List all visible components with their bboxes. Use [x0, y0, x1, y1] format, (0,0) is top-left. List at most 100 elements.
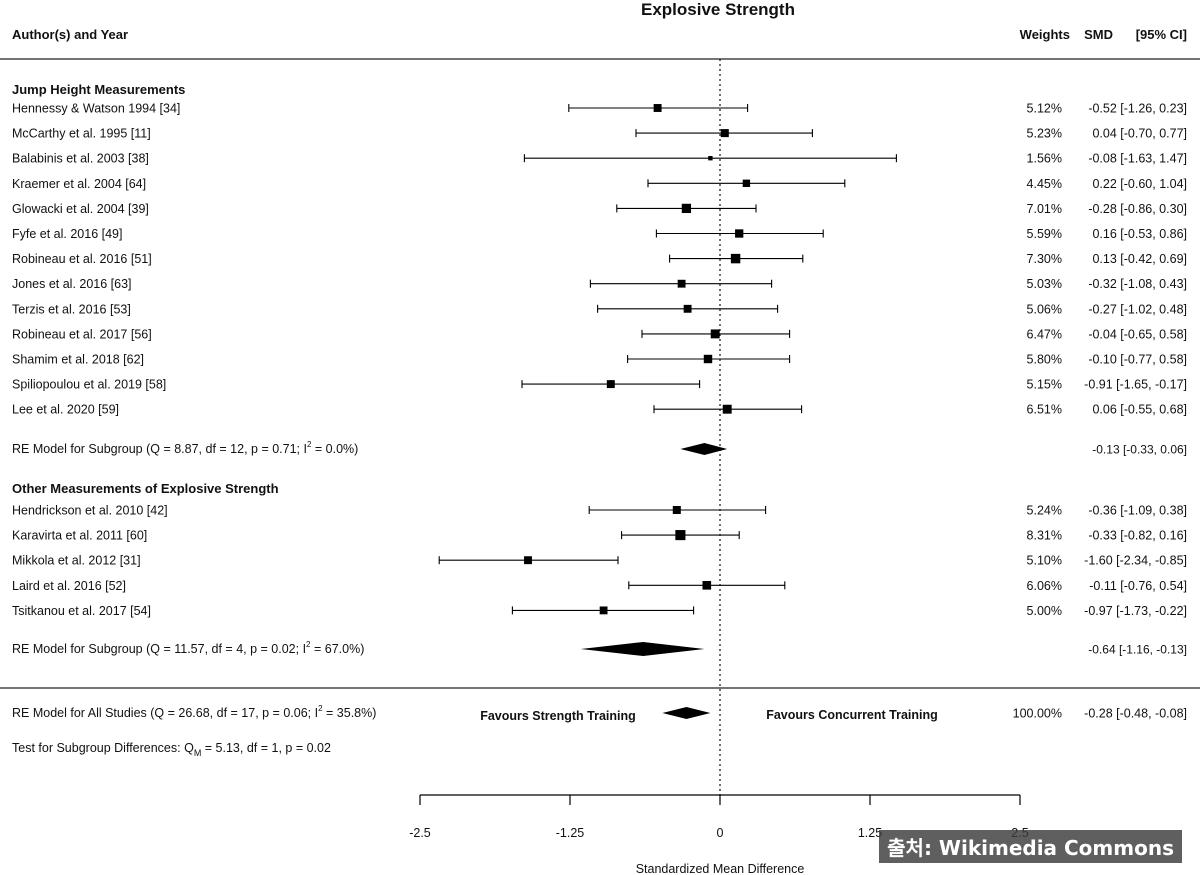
study-label: Hendrickson et al. 2010 [42]: [12, 504, 168, 518]
study-label: Robineau et al. 2017 [56]: [12, 327, 152, 341]
ci-column-header: [95% CI]: [1136, 27, 1187, 42]
study-weight: 7.01%: [1027, 202, 1062, 216]
group-title: Other Measurements of Explosive Strength: [12, 481, 279, 496]
study-smd-ci: -0.33 [-0.82, 0.16]: [1088, 529, 1187, 543]
study-smd-ci: -0.04 [-0.65, 0.58]: [1088, 327, 1187, 341]
study-weight: 5.06%: [1027, 302, 1062, 316]
favours-right-label: Favours Concurrent Training: [766, 708, 938, 722]
study-label: Kraemer et al. 2004 [64]: [12, 177, 146, 191]
effect-square: [720, 129, 729, 138]
study-label: Mikkola et al. 2012 [31]: [12, 554, 141, 568]
overall-model-label: RE Model for All Studies (Q = 26.68, df …: [12, 704, 376, 720]
study-label: Fyfe et al. 2016 [49]: [12, 227, 123, 241]
effect-square: [672, 505, 681, 515]
study-smd-ci: -0.52 [-1.26, 0.23]: [1088, 102, 1187, 116]
subgroup-diamond: [580, 642, 705, 656]
study-weight: 4.45%: [1027, 177, 1062, 191]
study-smd-ci: -1.60 [-2.34, -0.85]: [1084, 554, 1187, 568]
study-smd-ci: 0.06 [-0.55, 0.68]: [1092, 403, 1187, 417]
overall-weight: 100.00%: [1013, 707, 1062, 721]
study-weight: 6.47%: [1027, 327, 1062, 341]
study-label: Terzis et al. 2016 [53]: [12, 302, 131, 316]
x-axis-tick-label: 0: [717, 826, 724, 840]
effect-square: [606, 380, 615, 389]
effect-square: [708, 156, 713, 161]
study-weight: 5.24%: [1027, 504, 1062, 518]
study-label: Balabinis et al. 2003 [38]: [12, 152, 149, 166]
weights-column-header: Weights: [1020, 27, 1070, 42]
study-label: Laird et al. 2016 [52]: [12, 579, 126, 593]
study-weight: 5.03%: [1027, 277, 1062, 291]
study-weight: 7.30%: [1027, 252, 1062, 266]
effect-square: [653, 104, 662, 112]
study-label: McCarthy et al. 1995 [11]: [12, 127, 151, 141]
study-label: Hennessy & Watson 1994 [34]: [12, 102, 180, 116]
study-smd-ci: 0.16 [-0.53, 0.86]: [1092, 227, 1187, 241]
study-smd-ci: -0.28 [-0.86, 0.30]: [1088, 202, 1187, 216]
study-smd-ci: -0.91 [-1.65, -0.17]: [1084, 378, 1187, 392]
subgroup-smd-ci: -0.13 [-0.33, 0.06]: [1092, 443, 1187, 457]
effect-square: [599, 606, 608, 615]
source-watermark: 출처: Wikimedia Commons: [879, 830, 1182, 863]
effect-square: [730, 253, 741, 264]
effect-square: [735, 229, 744, 238]
study-smd-ci: 0.13 [-0.42, 0.69]: [1092, 252, 1187, 266]
study-smd-ci: -0.97 [-1.73, -0.22]: [1084, 604, 1187, 618]
study-smd-ci: -0.32 [-1.08, 0.43]: [1088, 277, 1187, 291]
study-label: Shamim et al. 2018 [62]: [12, 353, 144, 367]
effect-square: [524, 556, 532, 565]
study-label: Jones et al. 2016 [63]: [12, 277, 132, 291]
subgroup-diamond: [680, 443, 728, 455]
study-weight: 1.56%: [1027, 152, 1062, 166]
effect-square: [702, 580, 712, 590]
study-smd-ci: -0.11 [-0.76, 0.54]: [1089, 579, 1187, 593]
study-label: Tsitkanou et al. 2017 [54]: [12, 604, 151, 618]
smd-column-header: SMD: [1084, 27, 1113, 42]
overall-smd-ci: -0.28 [-0.48, -0.08]: [1084, 707, 1187, 721]
effect-square: [742, 179, 751, 187]
study-weight: 5.15%: [1027, 378, 1062, 392]
effect-square: [683, 304, 692, 313]
x-axis-tick-label: -2.5: [409, 826, 431, 840]
study-label: Lee et al. 2020 [59]: [12, 403, 119, 417]
study-label: Glowacki et al. 2004 [39]: [12, 202, 149, 216]
effect-square: [710, 329, 720, 339]
author-column-header: Author(s) and Year: [12, 27, 128, 42]
favours-left-label: Favours Strength Training: [480, 709, 636, 723]
study-smd-ci: -0.36 [-1.09, 0.38]: [1088, 504, 1187, 518]
study-weight: 5.59%: [1027, 227, 1062, 241]
subgroup-smd-ci: -0.64 [-1.16, -0.13]: [1088, 643, 1187, 657]
chart-title: Explosive Strength: [641, 0, 795, 19]
study-weight: 8.31%: [1027, 529, 1062, 543]
x-axis-label: Standardized Mean Difference: [636, 862, 805, 875]
study-label: Robineau et al. 2016 [51]: [12, 252, 152, 266]
study-label: Spiliopoulou et al. 2019 [58]: [12, 378, 166, 392]
x-axis-tick-label: -1.25: [556, 826, 585, 840]
study-smd-ci: 0.22 [-0.60, 1.04]: [1092, 177, 1187, 191]
effect-square: [675, 530, 686, 541]
study-weight: 5.00%: [1027, 604, 1062, 618]
subgroup-test-label: Test for Subgroup Differences: QM = 5.13…: [12, 741, 331, 758]
study-weight: 5.10%: [1027, 554, 1062, 568]
overall-diamond: [662, 707, 711, 719]
study-weight: 5.12%: [1027, 102, 1062, 116]
study-smd-ci: -0.10 [-0.77, 0.58]: [1088, 353, 1187, 367]
study-label: Karavirta et al. 2011 [60]: [12, 529, 147, 543]
study-smd-ci: 0.04 [-0.70, 0.77]: [1092, 127, 1187, 141]
study-weight: 6.06%: [1027, 579, 1062, 593]
x-axis-tick-label: 1.25: [858, 826, 882, 840]
subgroup-model-label: RE Model for Subgroup (Q = 8.87, df = 12…: [12, 440, 358, 456]
subgroup-model-label: RE Model for Subgroup (Q = 11.57, df = 4…: [12, 640, 364, 656]
effect-square: [681, 203, 692, 214]
study-smd-ci: -0.27 [-1.02, 0.48]: [1088, 302, 1187, 316]
study-weight: 5.23%: [1027, 127, 1062, 141]
study-weight: 6.51%: [1027, 403, 1062, 417]
group-title: Jump Height Measurements: [12, 82, 185, 97]
study-weight: 5.80%: [1027, 353, 1062, 367]
effect-square: [703, 354, 713, 364]
study-smd-ci: -0.08 [-1.63, 1.47]: [1088, 152, 1187, 166]
effect-square: [722, 404, 732, 414]
effect-square: [677, 279, 686, 288]
